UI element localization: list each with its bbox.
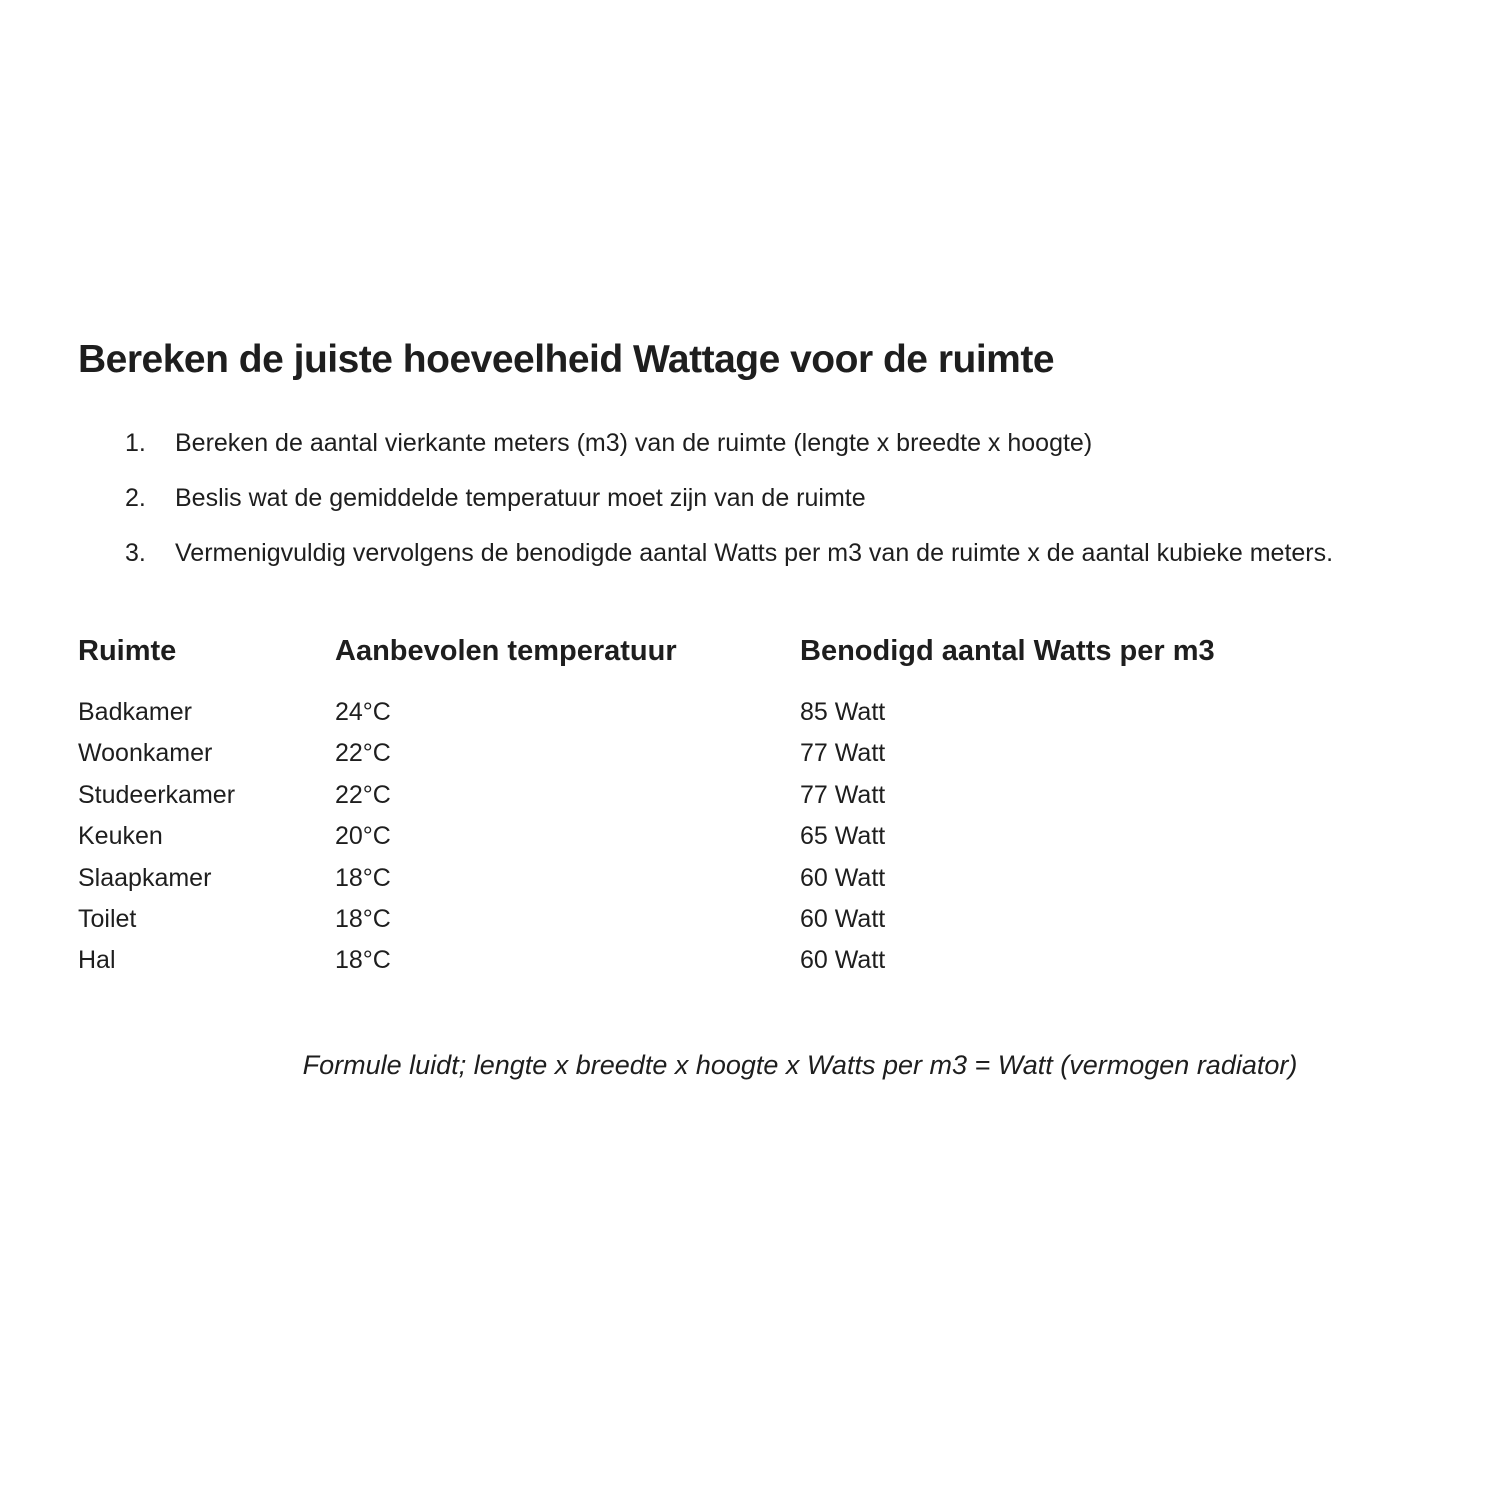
table-row: Keuken 20°C 65 Watt <box>78 816 1460 857</box>
cell-temperature: 22°C <box>335 739 391 768</box>
table-header-row: Ruimte Aanbevolen temperatuur Benodigd a… <box>78 634 1460 668</box>
list-item: 1. Bereken de aantal vierkante meters (m… <box>78 428 1333 458</box>
list-item-number: 3. <box>125 539 146 567</box>
cell-temperature: 18°C <box>335 946 391 975</box>
table-header-ruimte: Ruimte <box>78 635 177 667</box>
table-header-watts: Benodigd aantal Watts per m3 <box>800 635 1215 667</box>
list-item: 2. Beslis wat de gemiddelde temperatuur … <box>78 483 1333 513</box>
cell-room: Keuken <box>78 822 163 851</box>
table-row: Hal 18°C 60 Watt <box>78 940 1460 981</box>
cell-watts: 65 Watt <box>800 822 886 851</box>
table-row: Badkamer 24°C 85 Watt <box>78 692 1460 733</box>
instruction-list: 1. Bereken de aantal vierkante meters (m… <box>78 428 1333 593</box>
room-wattage-table: Ruimte Aanbevolen temperatuur Benodigd a… <box>78 634 1460 982</box>
table-row: Woonkamer 22°C 77 Watt <box>78 733 1460 774</box>
list-item-text: Vermenigvuldig vervolgens de benodigde a… <box>175 539 1334 567</box>
cell-watts: 85 Watt <box>800 698 886 726</box>
list-item-number: 2. <box>125 484 146 512</box>
list-item-text: Bereken de aantal vierkante meters (m3) … <box>175 429 1093 457</box>
page-title: Bereken de juiste hoeveelheid Wattage vo… <box>78 338 1055 381</box>
cell-watts: 60 Watt <box>800 905 886 934</box>
cell-temperature: 18°C <box>335 905 391 934</box>
table-row: Toilet 18°C 60 Watt <box>78 899 1460 940</box>
cell-room: Hal <box>78 946 116 975</box>
cell-room: Woonkamer <box>78 739 213 768</box>
table-row: Slaapkamer 18°C 60 Watt <box>78 858 1460 899</box>
cell-watts: 60 Watt <box>800 946 886 975</box>
cell-room: Slaapkamer <box>78 863 212 892</box>
cell-room: Toilet <box>78 905 137 934</box>
list-item-text: Beslis wat de gemiddelde temperatuur moe… <box>175 484 866 512</box>
cell-temperature: 24°C <box>335 698 391 726</box>
cell-temperature: 22°C <box>335 780 391 809</box>
list-item: 3. Vermenigvuldig vervolgens de benodigd… <box>78 538 1333 568</box>
formula-text: Formule luidt; lengte x breedte x hoogte… <box>302 1050 1298 1080</box>
cell-watts: 60 Watt <box>800 863 886 892</box>
cell-room: Studeerkamer <box>78 780 236 809</box>
cell-room: Badkamer <box>78 698 192 726</box>
cell-watts: 77 Watt <box>800 780 886 809</box>
table-header-temperatuur: Aanbevolen temperatuur <box>335 635 677 667</box>
table-row: Studeerkamer 22°C 77 Watt <box>78 775 1460 816</box>
cell-temperature: 18°C <box>335 863 391 892</box>
list-item-number: 1. <box>125 429 146 457</box>
cell-watts: 77 Watt <box>800 739 886 768</box>
cell-temperature: 20°C <box>335 822 391 851</box>
